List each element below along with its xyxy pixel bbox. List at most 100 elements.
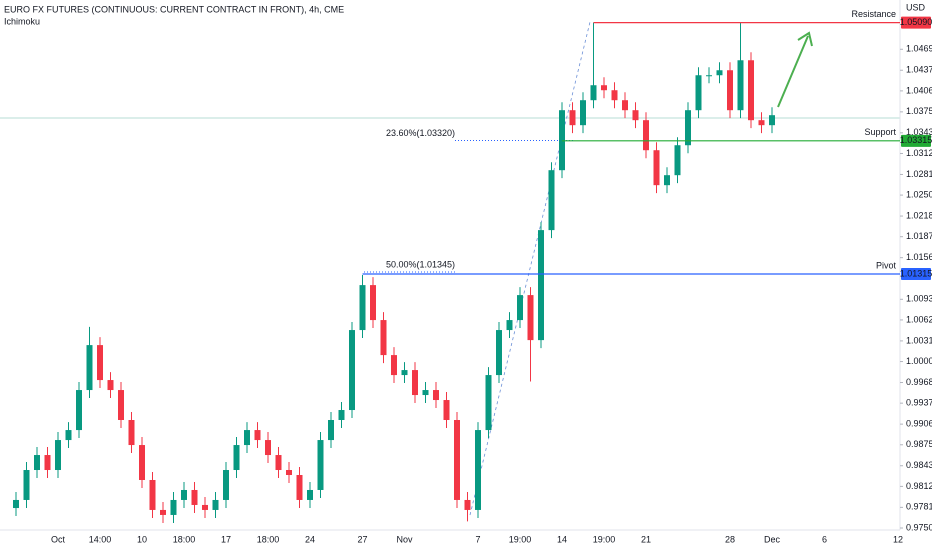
candle-body [118,390,124,421]
candle-body [202,504,208,510]
chart-title: EURO FX FUTURES (CONTINUOUS: CURRENT CON… [4,4,344,14]
candle-body [44,455,51,471]
candle-body [706,75,712,77]
candle-body [559,110,565,171]
candle-body [653,150,660,186]
x-tick-label: 19:00 [593,534,616,544]
x-tick-label: 24 [305,534,315,544]
candle-body [107,380,114,391]
x-tick-label: 27 [357,534,367,544]
candle-body [380,320,387,356]
x-tick-label: 17 [221,534,231,544]
candle-body [307,489,313,500]
candle-body [412,370,418,396]
candle-body [632,110,639,121]
y-tick-label: 1.02810 [906,169,932,179]
candle-body [548,170,555,231]
x-tick-label: 12 [893,534,903,544]
candle-body [580,100,586,126]
y-tick-label: 0.99375 [906,398,932,408]
x-tick-label: 21 [641,534,651,544]
candle-body [422,390,429,396]
candle-body [727,70,733,111]
candle-body [443,400,450,421]
candle-body [97,345,103,381]
price-box-label: 1.01315 [900,268,932,278]
candle-body [65,430,72,441]
level-name: Support [864,127,896,137]
candle-body [685,110,691,146]
candle-body [485,375,492,431]
x-tick-label: 18:00 [173,534,196,544]
y-tick-label: 1.03125 [906,148,932,158]
candle-body [223,470,229,500]
candle-body [758,120,765,126]
candle-body [265,440,271,456]
candle-body [212,499,219,510]
candle-body [517,295,523,321]
candle-body [23,470,30,500]
candle-body [13,499,19,509]
y-tick-label: 1.02185 [906,210,932,220]
fib-label: 50.00%(1.01345) [386,259,455,269]
x-tick-label: 14 [557,534,567,544]
y-tick-label: 0.98125 [906,481,932,491]
price-box [901,267,931,280]
candle-body [244,430,250,446]
candle-body [496,330,502,376]
y-tick-label: 1.02500 [906,189,932,199]
candle-body [128,420,135,446]
candle-body [664,175,670,186]
x-tick-label: 7 [475,534,480,544]
candle-body [716,70,723,76]
candle-body [464,499,471,510]
candle-body [86,345,93,391]
candle-body [149,479,156,510]
y-tick-label: 1.03750 [906,106,932,116]
currency: USD [906,2,926,12]
candle-body [643,120,649,151]
price-box [901,134,931,147]
fib-trend-line [469,21,591,516]
candle-body [475,430,481,510]
projection-arrow [777,31,813,108]
price-box [901,16,931,29]
y-tick-label: 1.00625 [906,314,932,324]
y-tick-label: 0.97500 [906,522,932,532]
candle-body [275,455,282,471]
candle-body [527,295,534,341]
y-tick-label: 1.00310 [906,335,932,345]
candle-body [737,60,744,111]
level-name: Resistance [851,9,896,19]
y-tick-label: 1.01560 [906,252,932,262]
x-tick-label: 18:00 [257,534,280,544]
price-box-label: 1.05090 [900,17,932,27]
candle-body [695,75,702,111]
candle-body [76,390,82,431]
candle-body [359,285,366,331]
x-tick-label: 10 [137,534,147,544]
y-tick-label: 1.04375 [906,65,932,75]
candle-body [170,499,177,515]
x-tick-label: 6 [822,534,827,544]
y-tick-label: 1.00935 [906,294,932,304]
x-tick-label: 14:00 [89,534,112,544]
candle-body [538,230,544,341]
candle-body [590,85,597,101]
candle-body [338,410,345,421]
candle-body [233,445,240,471]
candle-body [622,100,628,111]
candle-body [286,470,292,476]
candle-body [139,445,145,480]
y-tick-label: 0.98435 [906,460,932,470]
indicator-name: Ichimoku [4,16,40,26]
candle-body [349,330,355,411]
level-name: Pivot [876,260,897,270]
candle-body [328,420,334,441]
candle-body [433,390,439,401]
